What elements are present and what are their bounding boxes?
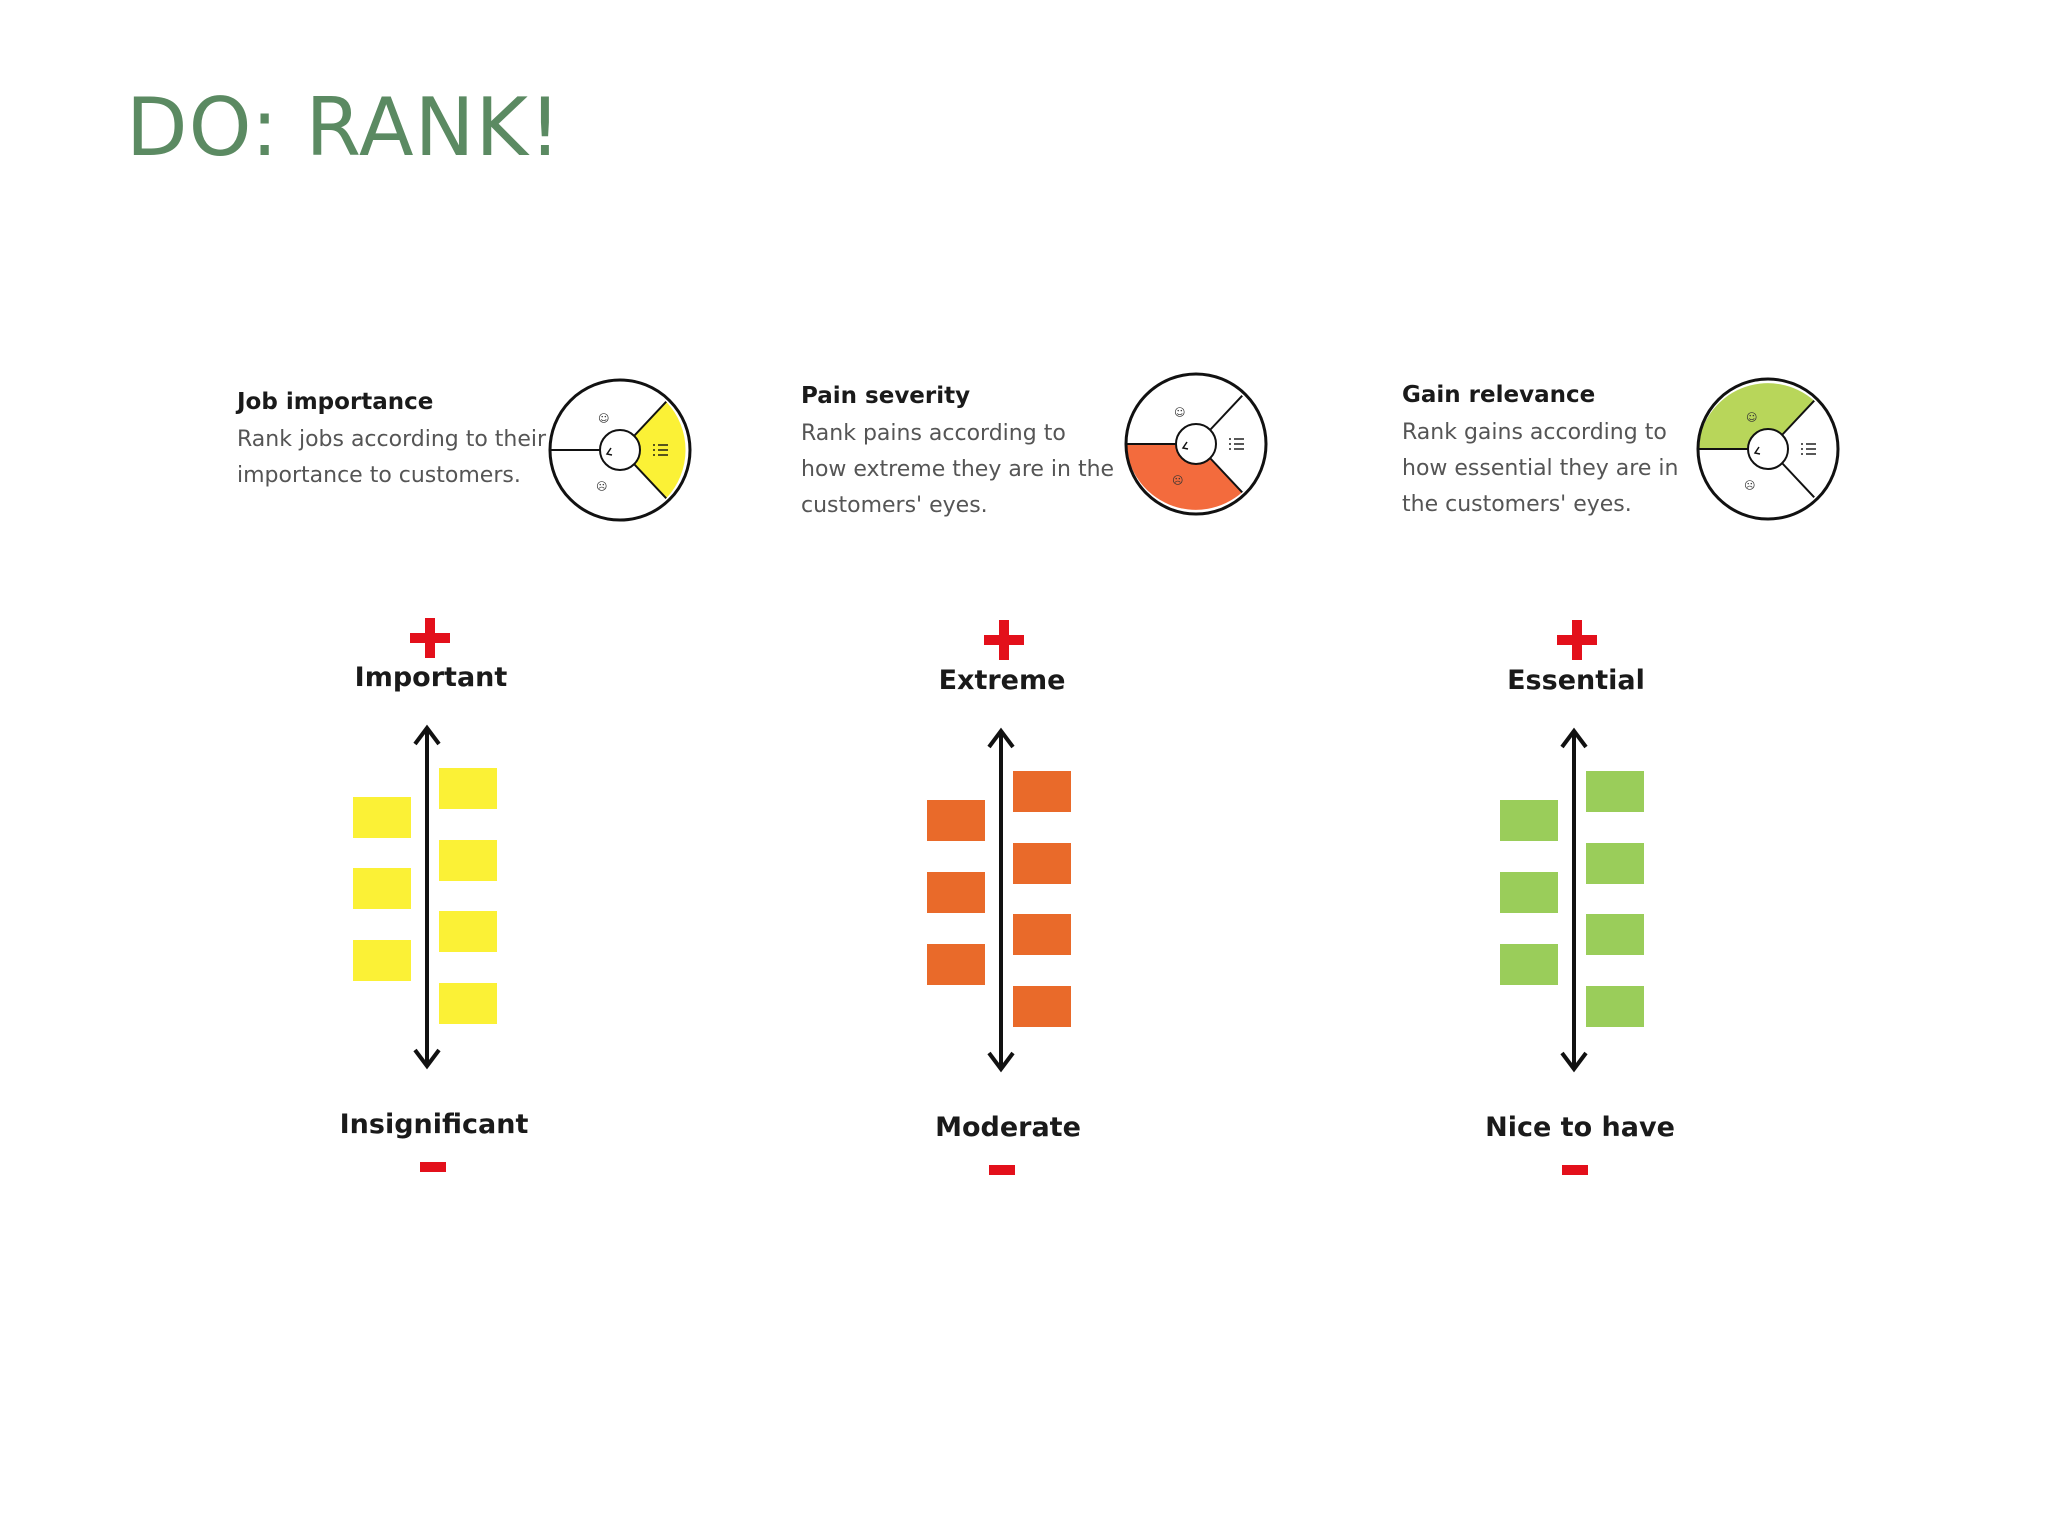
description: Pain severity Rank pains according to ho…	[801, 382, 1121, 524]
description-heading: Pain severity	[801, 383, 971, 409]
bottom-label: Nice to have	[1485, 1112, 1675, 1143]
description: Gain relevance Rank gains according to h…	[1402, 381, 1722, 523]
customer-profile-wheel-icon: ☺ ☹	[548, 378, 692, 522]
bottom-label: Moderate	[935, 1112, 1081, 1143]
double-arrow-icon	[1560, 727, 1588, 1073]
top-label: Important	[354, 662, 508, 693]
svg-text:☺: ☺	[1174, 406, 1185, 419]
plus-icon	[410, 618, 450, 658]
description-line: customers' eyes.	[801, 492, 988, 518]
sticky-note	[1500, 944, 1558, 985]
customer-profile-wheel-icon: ☺ ☹	[1124, 372, 1268, 516]
description-text: Rank jobs according to their importance …	[237, 422, 557, 494]
double-arrow-icon	[413, 724, 441, 1070]
sticky-note	[927, 872, 985, 913]
description-text: Rank gains according to how essential th…	[1402, 415, 1722, 523]
sticky-note	[353, 868, 411, 909]
svg-text:☺: ☺	[598, 412, 609, 425]
bottom-label: Insignificant	[339, 1109, 529, 1140]
description-line: how extreme they are in the	[801, 456, 1115, 482]
sticky-note	[439, 768, 497, 809]
sticky-note	[1586, 843, 1644, 884]
sticky-note	[353, 797, 411, 838]
sticky-note	[1500, 872, 1558, 913]
sticky-note	[927, 944, 985, 985]
sticky-note	[1013, 986, 1071, 1027]
description-line: importance to customers.	[237, 462, 521, 488]
description-line: the customers' eyes.	[1402, 491, 1632, 517]
sticky-note	[1586, 771, 1644, 812]
description-text: Rank pains according to how extreme they…	[801, 416, 1121, 524]
plus-icon	[984, 620, 1024, 660]
description-line: Rank gains according to	[1402, 419, 1667, 445]
double-arrow-icon	[987, 727, 1015, 1073]
svg-text:☹: ☹	[1172, 474, 1183, 487]
sticky-note	[1586, 986, 1644, 1027]
sticky-note	[353, 940, 411, 981]
description: Job importance Rank jobs according to th…	[237, 388, 557, 494]
sticky-note	[1013, 771, 1071, 812]
svg-text:☹: ☹	[1744, 479, 1755, 492]
customer-profile-wheel-icon: ☺ ☹	[1696, 377, 1840, 521]
sticky-note	[439, 840, 497, 881]
sticky-note	[439, 983, 497, 1024]
page-title: DO: RANK!	[126, 81, 562, 174]
minus-icon	[989, 1165, 1015, 1175]
sticky-note	[1013, 914, 1071, 955]
sticky-note	[439, 911, 497, 952]
minus-icon	[1562, 1165, 1588, 1175]
description-heading: Gain relevance	[1402, 382, 1596, 408]
sticky-note	[1586, 914, 1644, 955]
description-line: Rank pains according to	[801, 420, 1066, 446]
svg-text:☹: ☹	[596, 480, 607, 493]
sticky-note	[1500, 800, 1558, 841]
description-heading: Job importance	[237, 389, 434, 415]
top-label: Extreme	[938, 665, 1066, 696]
svg-text:☺: ☺	[1746, 411, 1757, 424]
top-label: Essential	[1507, 665, 1645, 696]
description-line: how essential they are in	[1402, 455, 1679, 481]
plus-icon	[1557, 620, 1597, 660]
sticky-note	[1013, 843, 1071, 884]
description-line: Rank jobs according to their	[237, 426, 547, 452]
minus-icon	[420, 1162, 446, 1172]
sticky-note	[927, 800, 985, 841]
